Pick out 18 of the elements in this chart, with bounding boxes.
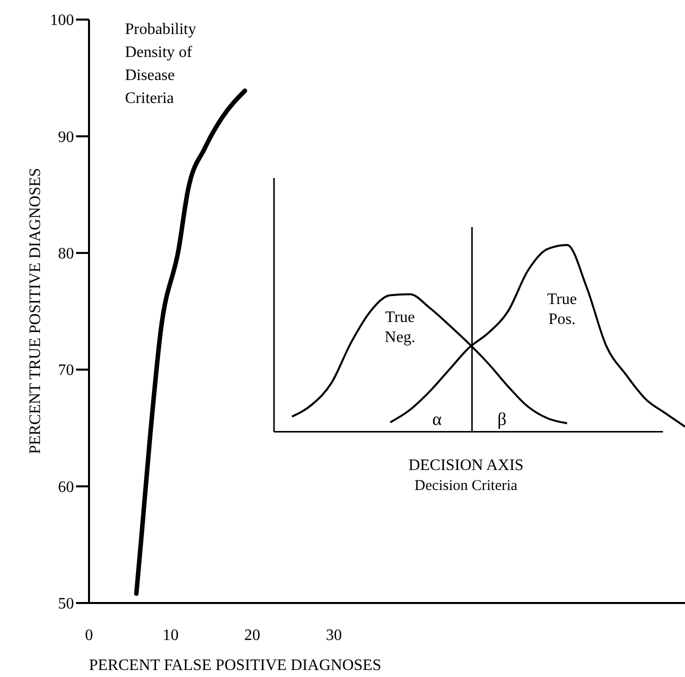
x-axis-title: PERCENT FALSE POSITIVE DIAGNOSES	[89, 657, 382, 674]
annotation: True Pos.	[547, 291, 577, 328]
y-axis-title: PERCENT TRUE POSITIVE DIAGNOSES	[27, 168, 44, 454]
y-tick-label: 70	[58, 362, 74, 380]
annotation: α	[432, 409, 442, 429]
x-tick-label: 30	[326, 627, 342, 644]
annotation: True Neg.	[384, 309, 416, 346]
x-axis-title: DECISION AXIS Decision Criteria	[408, 457, 524, 494]
annotation: β	[497, 409, 507, 429]
y-tick-label: 100	[50, 12, 74, 30]
y-tick-label: 50	[58, 596, 74, 613]
x-tick-label: 0	[85, 627, 93, 644]
x-tick-label: 20	[244, 627, 260, 644]
x-tick-label: 10	[162, 627, 179, 644]
annotation: Probability Density of Disease Criteria	[125, 21, 196, 107]
y-tick-label: 80	[58, 246, 74, 263]
y-tick-label: 90	[58, 128, 74, 146]
y-tick-label: 60	[58, 478, 74, 496]
